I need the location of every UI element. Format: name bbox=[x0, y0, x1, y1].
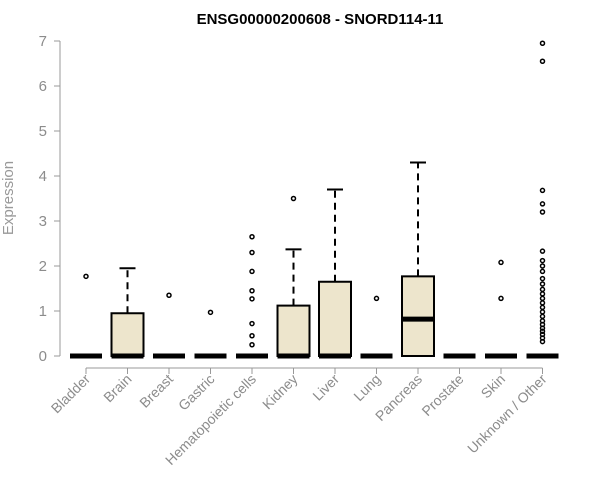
y-tick-label: 5 bbox=[39, 123, 47, 140]
box-gastric bbox=[194, 309, 227, 359]
box-liver bbox=[318, 188, 352, 359]
outlier-point bbox=[498, 295, 504, 302]
outlier-point bbox=[539, 300, 546, 306]
x-tick-label: Skin bbox=[478, 371, 509, 402]
y-tick-label: 2 bbox=[39, 258, 47, 275]
outlier-point bbox=[539, 209, 546, 215]
outlier-point bbox=[539, 286, 546, 293]
box-hematopoietic-cells bbox=[236, 234, 268, 359]
outlier-point bbox=[373, 295, 380, 302]
y-tick-label: 4 bbox=[39, 168, 47, 185]
outlier-point bbox=[290, 195, 297, 202]
outlier-point bbox=[166, 292, 172, 298]
box-breast bbox=[153, 292, 185, 359]
outlier-point bbox=[249, 342, 255, 348]
outlier-point bbox=[83, 273, 89, 280]
box-iqr bbox=[401, 275, 435, 358]
x-tick-label: Breast bbox=[136, 371, 176, 411]
y-tick-label: 0 bbox=[39, 348, 47, 365]
y-axis-ticks: 0 1 2 3 4 5 6 7 bbox=[39, 33, 60, 365]
y-tick-label: 7 bbox=[39, 33, 47, 50]
outlier-point bbox=[539, 263, 546, 269]
y-tick-label: 6 bbox=[39, 78, 47, 95]
outlier-point bbox=[249, 320, 255, 327]
y-tick-label: 1 bbox=[39, 303, 47, 320]
outlier-point bbox=[539, 40, 546, 46]
outlier-point bbox=[539, 295, 546, 302]
outlier-point bbox=[539, 281, 546, 287]
outlier-point bbox=[539, 201, 546, 207]
outlier-point bbox=[539, 275, 546, 282]
x-tick-label: Kidney bbox=[259, 371, 301, 413]
outlier-point bbox=[539, 325, 546, 331]
box-iqr bbox=[110, 312, 145, 357]
outlier-point bbox=[539, 187, 546, 194]
boxes-group bbox=[70, 40, 559, 359]
box-unknown-other bbox=[526, 40, 559, 359]
outlier-point bbox=[539, 248, 546, 254]
outlier-point bbox=[249, 288, 255, 294]
x-tick-label: Bladder bbox=[48, 371, 94, 417]
x-tick-label: Unknown / Other bbox=[464, 371, 550, 457]
outlier-point bbox=[249, 268, 255, 275]
outlier-point bbox=[539, 257, 546, 264]
box-lung bbox=[360, 295, 393, 359]
outlier-point bbox=[539, 338, 546, 345]
outlier-point bbox=[249, 234, 255, 240]
box-skin bbox=[485, 259, 517, 359]
outlier-point bbox=[539, 313, 546, 320]
outlier-point bbox=[539, 304, 546, 311]
outlier-point bbox=[539, 328, 546, 334]
outlier-point bbox=[249, 296, 255, 302]
x-tick-label: Lung bbox=[350, 371, 383, 404]
y-tick-label: 3 bbox=[39, 213, 47, 230]
box-iqr bbox=[318, 280, 352, 357]
box-bladder bbox=[70, 273, 102, 359]
box-iqr bbox=[276, 304, 311, 358]
outlier-point bbox=[539, 309, 546, 315]
outlier-point bbox=[207, 309, 214, 316]
outlier-point bbox=[539, 58, 546, 64]
x-tick-label: Prostate bbox=[418, 371, 466, 419]
outlier-point bbox=[498, 259, 504, 266]
outlier-point bbox=[539, 291, 546, 297]
x-tick-label: Brain bbox=[100, 371, 134, 405]
outlier-point bbox=[249, 333, 255, 339]
chart-title: ENSG00000200608 - SNORD114-11 bbox=[197, 11, 444, 28]
y-axis-label: Expression bbox=[0, 161, 17, 235]
box-pancreas bbox=[401, 161, 435, 358]
box-brain bbox=[110, 267, 145, 359]
outlier-point bbox=[539, 268, 546, 275]
box-kidney bbox=[276, 195, 311, 359]
x-tick-label: Liver bbox=[309, 371, 342, 404]
outlier-point bbox=[249, 249, 255, 256]
